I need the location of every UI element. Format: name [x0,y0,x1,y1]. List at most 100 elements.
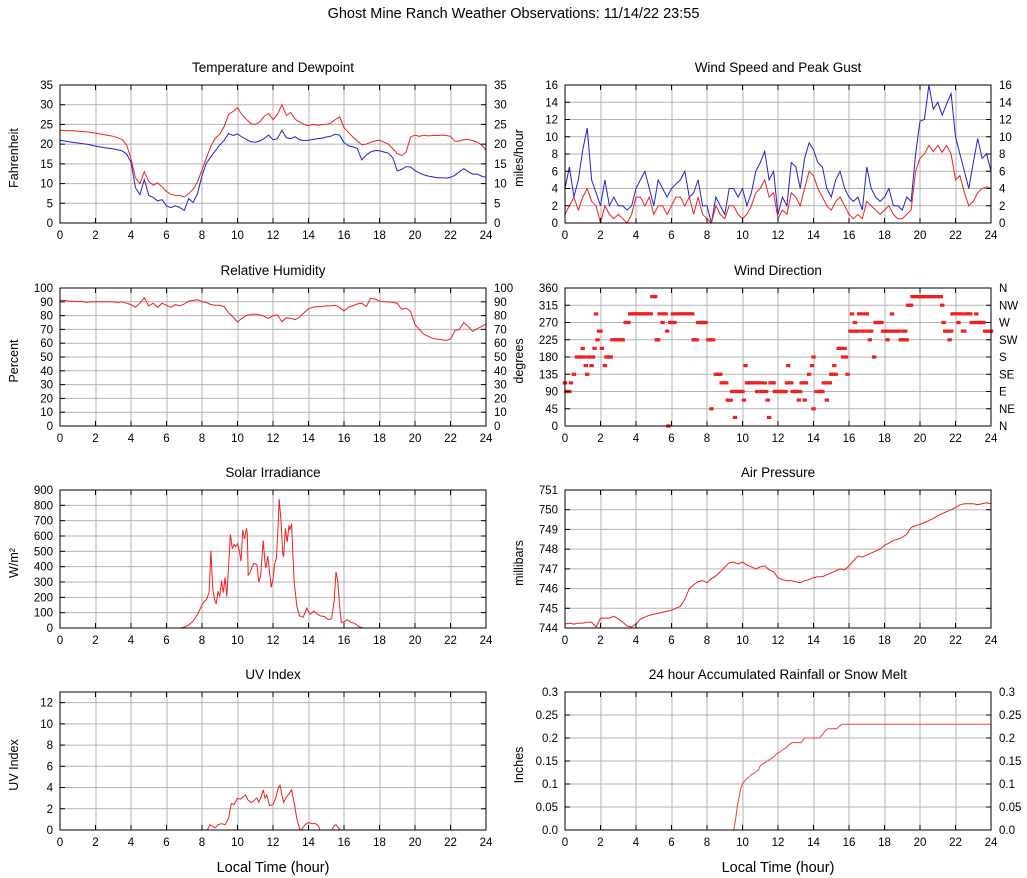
svg-text:0: 0 [552,218,558,230]
svg-text:22: 22 [949,230,962,242]
chart-wind-speed-gust: Wind Speed and Peak Gust 0 2 4 6 8 10 12 14 16 18 2… [505,52,1017,252]
svg-text:30: 30 [40,100,53,112]
svg-text:24: 24 [480,635,493,647]
svg-text:750: 750 [539,505,558,517]
svg-text:10: 10 [40,719,53,731]
svg-text:90: 90 [545,387,558,399]
svg-text:20: 20 [914,230,927,242]
svg-text:22: 22 [949,635,962,647]
tick-marks [59,84,487,224]
svg-text:14: 14 [807,635,820,647]
svg-text:0: 0 [57,230,63,242]
svg-text:NW: NW [999,300,1018,312]
svg-text:24: 24 [985,230,998,242]
gridlines [565,85,991,223]
svg-text:18: 18 [878,433,891,445]
svg-text:20: 20 [40,139,53,151]
svg-text:90: 90 [40,297,53,309]
svg-text:0: 0 [47,623,53,635]
svg-text:0: 0 [494,218,500,230]
svg-text:2: 2 [597,230,603,242]
svg-text:NE: NE [999,404,1015,416]
x-tick-labels: 0 2 4 6 8 10 12 14 16 18 20 22 24 [57,433,493,445]
gridlines [60,85,486,223]
tick-marks [564,287,992,427]
x-tick-labels: 0 2 4 6 8 10 12 14 16 18 20 22 24 [562,433,998,445]
svg-text:20: 20 [409,837,422,849]
svg-text:12: 12 [772,635,785,647]
svg-text:100: 100 [494,283,513,295]
svg-text:0.15: 0.15 [999,756,1021,768]
svg-text:315: 315 [539,300,558,312]
svg-text:18: 18 [878,635,891,647]
uv-line [60,784,486,831]
svg-text:8: 8 [552,149,558,161]
gridlines [60,288,486,426]
chart-uv-index: UV Index 0 2 4 6 8 10 12 14 16 18 20 22 24 0 2 4 6 8 10 12 UV… [0,659,512,877]
tick-marks [564,489,992,629]
svg-text:16: 16 [999,80,1012,92]
svg-text:4: 4 [633,635,640,647]
svg-text:24: 24 [480,433,493,445]
svg-text:10: 10 [999,132,1012,144]
right-tick-labels: 0 2 4 6 8 10 12 14 16 [999,80,1012,230]
svg-text:749: 749 [539,524,558,536]
gridlines [565,490,991,628]
svg-text:8: 8 [199,433,205,445]
svg-text:4: 4 [633,837,640,849]
x-tick-labels: 0 2 4 6 8 10 12 14 16 18 20 22 24 [562,230,998,242]
svg-text:40: 40 [40,366,53,378]
svg-text:14: 14 [302,635,315,647]
svg-text:0.25: 0.25 [536,710,558,722]
gridlines [60,692,486,830]
svg-text:0: 0 [562,230,568,242]
svg-text:6: 6 [668,433,674,445]
svg-text:S: S [999,352,1007,364]
svg-text:14: 14 [807,837,820,849]
svg-text:18: 18 [373,635,386,647]
svg-text:0: 0 [47,421,53,433]
svg-text:135: 135 [539,369,558,381]
svg-text:22: 22 [444,433,457,445]
svg-text:10: 10 [231,230,244,242]
svg-text:8: 8 [999,149,1005,161]
svg-text:20: 20 [914,837,927,849]
svg-text:8: 8 [704,837,710,849]
svg-text:12: 12 [40,698,53,710]
y-tick-labels: 0 100 200 300 400 500 600 700 800 900 [34,485,53,635]
svg-text:300: 300 [34,577,53,589]
svg-text:200: 200 [34,592,53,604]
svg-text:50: 50 [494,352,507,364]
svg-text:18: 18 [373,837,386,849]
y-tick-labels: 0 5 10 15 20 25 30 35 [40,80,53,230]
svg-text:0.2: 0.2 [542,733,558,745]
svg-text:0.2: 0.2 [999,733,1015,745]
svg-text:6: 6 [668,230,674,242]
svg-text:5: 5 [494,198,500,210]
svg-text:0: 0 [562,837,568,849]
svg-text:600: 600 [34,531,53,543]
x-tick-labels: 0 2 4 6 8 10 12 14 16 18 20 22 24 [562,635,998,647]
svg-text:30: 30 [494,100,507,112]
chart-title: Wind Speed and Peak Gust [695,60,862,75]
svg-text:12: 12 [545,115,558,127]
svg-text:10: 10 [40,407,53,419]
svg-text:20: 20 [40,393,53,405]
svg-text:2: 2 [92,635,98,647]
svg-text:12: 12 [267,433,280,445]
svg-text:2: 2 [47,804,53,816]
svg-text:24: 24 [480,230,493,242]
svg-text:10: 10 [494,407,507,419]
right-tick-labels: 0 5 10 15 20 25 30 35 [494,80,507,230]
svg-text:10: 10 [736,837,749,849]
svg-text:6: 6 [668,837,674,849]
svg-text:747: 747 [539,564,558,576]
svg-text:70: 70 [40,324,53,336]
svg-text:0: 0 [57,433,63,445]
tick-marks [564,84,992,224]
